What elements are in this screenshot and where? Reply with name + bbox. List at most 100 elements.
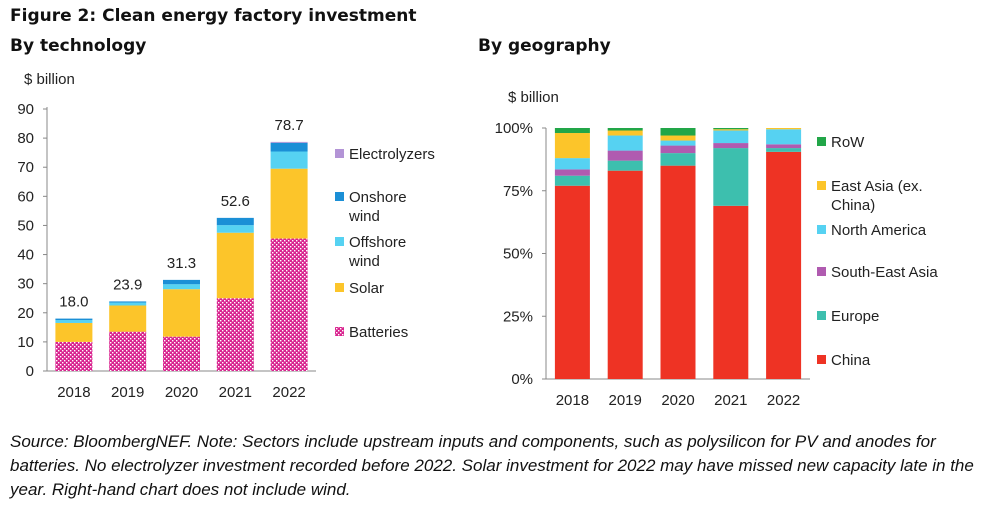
tech-total-label: 31.3 [167, 255, 196, 272]
charts-canvas: $ billion 0 10 20 30 40 50 60 70 80 90 18.0 2018 23.9… [17, 71, 939, 409]
tech-legend-swatch-batteries [335, 327, 344, 336]
tech-bar-segment-onshore [109, 301, 147, 303]
geo-bar-segment-china [766, 151, 802, 379]
left-y-tick-label: 70 [17, 159, 34, 176]
tech-bar-segment-solar [163, 289, 200, 337]
tech-bar-segment-solar [216, 232, 254, 299]
geo-bar-segment-row [713, 128, 749, 130]
tech-bar-segment-onshore [163, 279, 200, 285]
geo-bar-segment-europe [607, 160, 643, 171]
left-y-tick-label: 30 [17, 276, 34, 293]
tech-bar-segment-solar [109, 305, 147, 332]
tech-category-label: 2022 [272, 384, 305, 401]
geo-legend-swatch-europe [817, 311, 826, 320]
geo-bar-segment-china [713, 205, 749, 379]
tech-category-label: 2020 [165, 384, 198, 401]
tech-bar-segment-batteries [163, 336, 200, 371]
geo-bar-segment-eastasia [713, 129, 749, 131]
left-chart-subtitle: By technology [10, 36, 147, 56]
geo-category-label: 2020 [661, 392, 694, 409]
left-y-tick-label: 50 [17, 217, 34, 234]
right-y-tick-label: 25% [503, 308, 533, 325]
geo-bar-segment-sea [554, 169, 590, 176]
geo-legend-label-europe: Europe [831, 308, 879, 325]
right-y-tick-label: 75% [503, 183, 533, 200]
geo-legend-swatch-row [817, 137, 826, 146]
tech-bar-segment-batteries [55, 341, 93, 371]
tech-bar-segment-onshore [270, 142, 308, 152]
geo-legend-label-sea: South-East Asia [831, 264, 938, 281]
geo-bar-segment-china [607, 170, 643, 379]
geo-legend-swatch-na [817, 225, 826, 234]
tech-legend-swatch-solar [335, 283, 344, 292]
geo-bar-segment-row [607, 128, 643, 131]
right-y-tick-label: 100% [495, 120, 533, 137]
right-y-tick-label: 0% [511, 371, 533, 388]
geography-chart: $ billion 0% 25% 50% 75% 100% 2018 2019 2020 2021… [495, 89, 939, 409]
tech-legend-label-electrolyzers: Electrolyzers [349, 146, 435, 163]
geo-legend-swatch-sea [817, 267, 826, 276]
tech-bar-segment-offshore [270, 151, 308, 169]
geo-bar-segment-na [554, 158, 590, 170]
tech-total-label: 23.9 [113, 276, 142, 293]
geo-category-label: 2019 [609, 392, 642, 409]
geo-bar-segment-europe [713, 148, 749, 206]
tech-bar-segment-solar [55, 322, 93, 342]
geo-bar-segment-sea [660, 145, 696, 154]
left-y-tick-label: 90 [17, 101, 34, 118]
geo-legend-label-eastasia: East Asia (ex. China) [831, 178, 923, 214]
tech-bar-segment-offshore [216, 225, 254, 233]
tech-legend-swatch-onshore [335, 192, 344, 201]
left-y-tick-label: 40 [17, 247, 34, 264]
geo-bar-segment-eastasia [554, 133, 590, 159]
tech-total-label: 78.7 [274, 117, 303, 134]
left-y-tick-label: 10 [17, 334, 34, 351]
technology-chart: $ billion 0 10 20 30 40 50 60 70 80 90 18.0 2018 23.9… [17, 71, 435, 401]
geo-bar-segment-eastasia [607, 130, 643, 136]
geo-legend-swatch-eastasia [817, 181, 826, 190]
tech-legend-label-solar: Solar [349, 280, 384, 297]
tech-total-label: 52.6 [221, 193, 250, 210]
geo-bar-segment-eastasia [766, 128, 802, 130]
left-y-tick-label: 80 [17, 130, 34, 147]
tech-category-label: 2019 [111, 384, 144, 401]
tech-legend-label-offshore: Offshore wind [348, 234, 406, 270]
right-ylabel: $ billion [508, 89, 559, 106]
geo-bar-segment-row [660, 128, 696, 136]
geo-category-label: 2021 [714, 392, 747, 409]
tech-bar-segment-solar [270, 168, 308, 239]
tech-bar-segment-onshore [55, 318, 93, 321]
right-chart-subtitle: By geography [478, 36, 611, 56]
geo-legend-swatch-china [817, 355, 826, 364]
tech-bar-segment-offshore [163, 284, 200, 290]
tech-bar-segment-electrolyzers [270, 141, 308, 143]
tech-bar-segment-offshore [55, 320, 93, 323]
right-y-tick-label: 50% [503, 246, 533, 263]
figure-title: Figure 2: Clean energy factory investmen… [10, 6, 417, 26]
geo-bar-segment-china [660, 165, 696, 379]
source-note: Source: BloombergNEF. Note: Sectors incl… [10, 432, 974, 499]
geo-bar-segment-sea [713, 143, 749, 149]
tech-legend-swatch-electrolyzers [335, 149, 344, 158]
geo-legend-label-na: North America [831, 222, 927, 239]
tech-total-label: 18.0 [59, 294, 88, 311]
tech-bar-segment-offshore [109, 302, 147, 306]
geo-bar-segment-na [660, 140, 696, 146]
tech-category-label: 2018 [57, 384, 90, 401]
left-ylabel: $ billion [24, 71, 75, 88]
tech-bar-segment-batteries [270, 238, 308, 371]
tech-bar-segment-onshore [216, 217, 254, 226]
geo-legend-label-china: China [831, 352, 871, 369]
geo-bar-segment-europe [660, 153, 696, 166]
geo-bar-segment-sea [766, 144, 802, 149]
left-y-tick-label: 0 [26, 363, 34, 380]
geo-bar-segment-row [554, 128, 590, 134]
left-y-tick-label: 60 [17, 188, 34, 205]
tech-legend-label-batteries: Batteries [349, 324, 408, 341]
geo-bar-segment-eastasia [660, 135, 696, 141]
geo-bar-segment-na [607, 135, 643, 151]
geo-legend-label-row: RoW [831, 134, 865, 151]
left-y-tick-label: 20 [17, 305, 34, 322]
tech-legend-label-onshore: Onshore wind [348, 189, 407, 225]
geo-bar-segment-na [766, 129, 802, 145]
